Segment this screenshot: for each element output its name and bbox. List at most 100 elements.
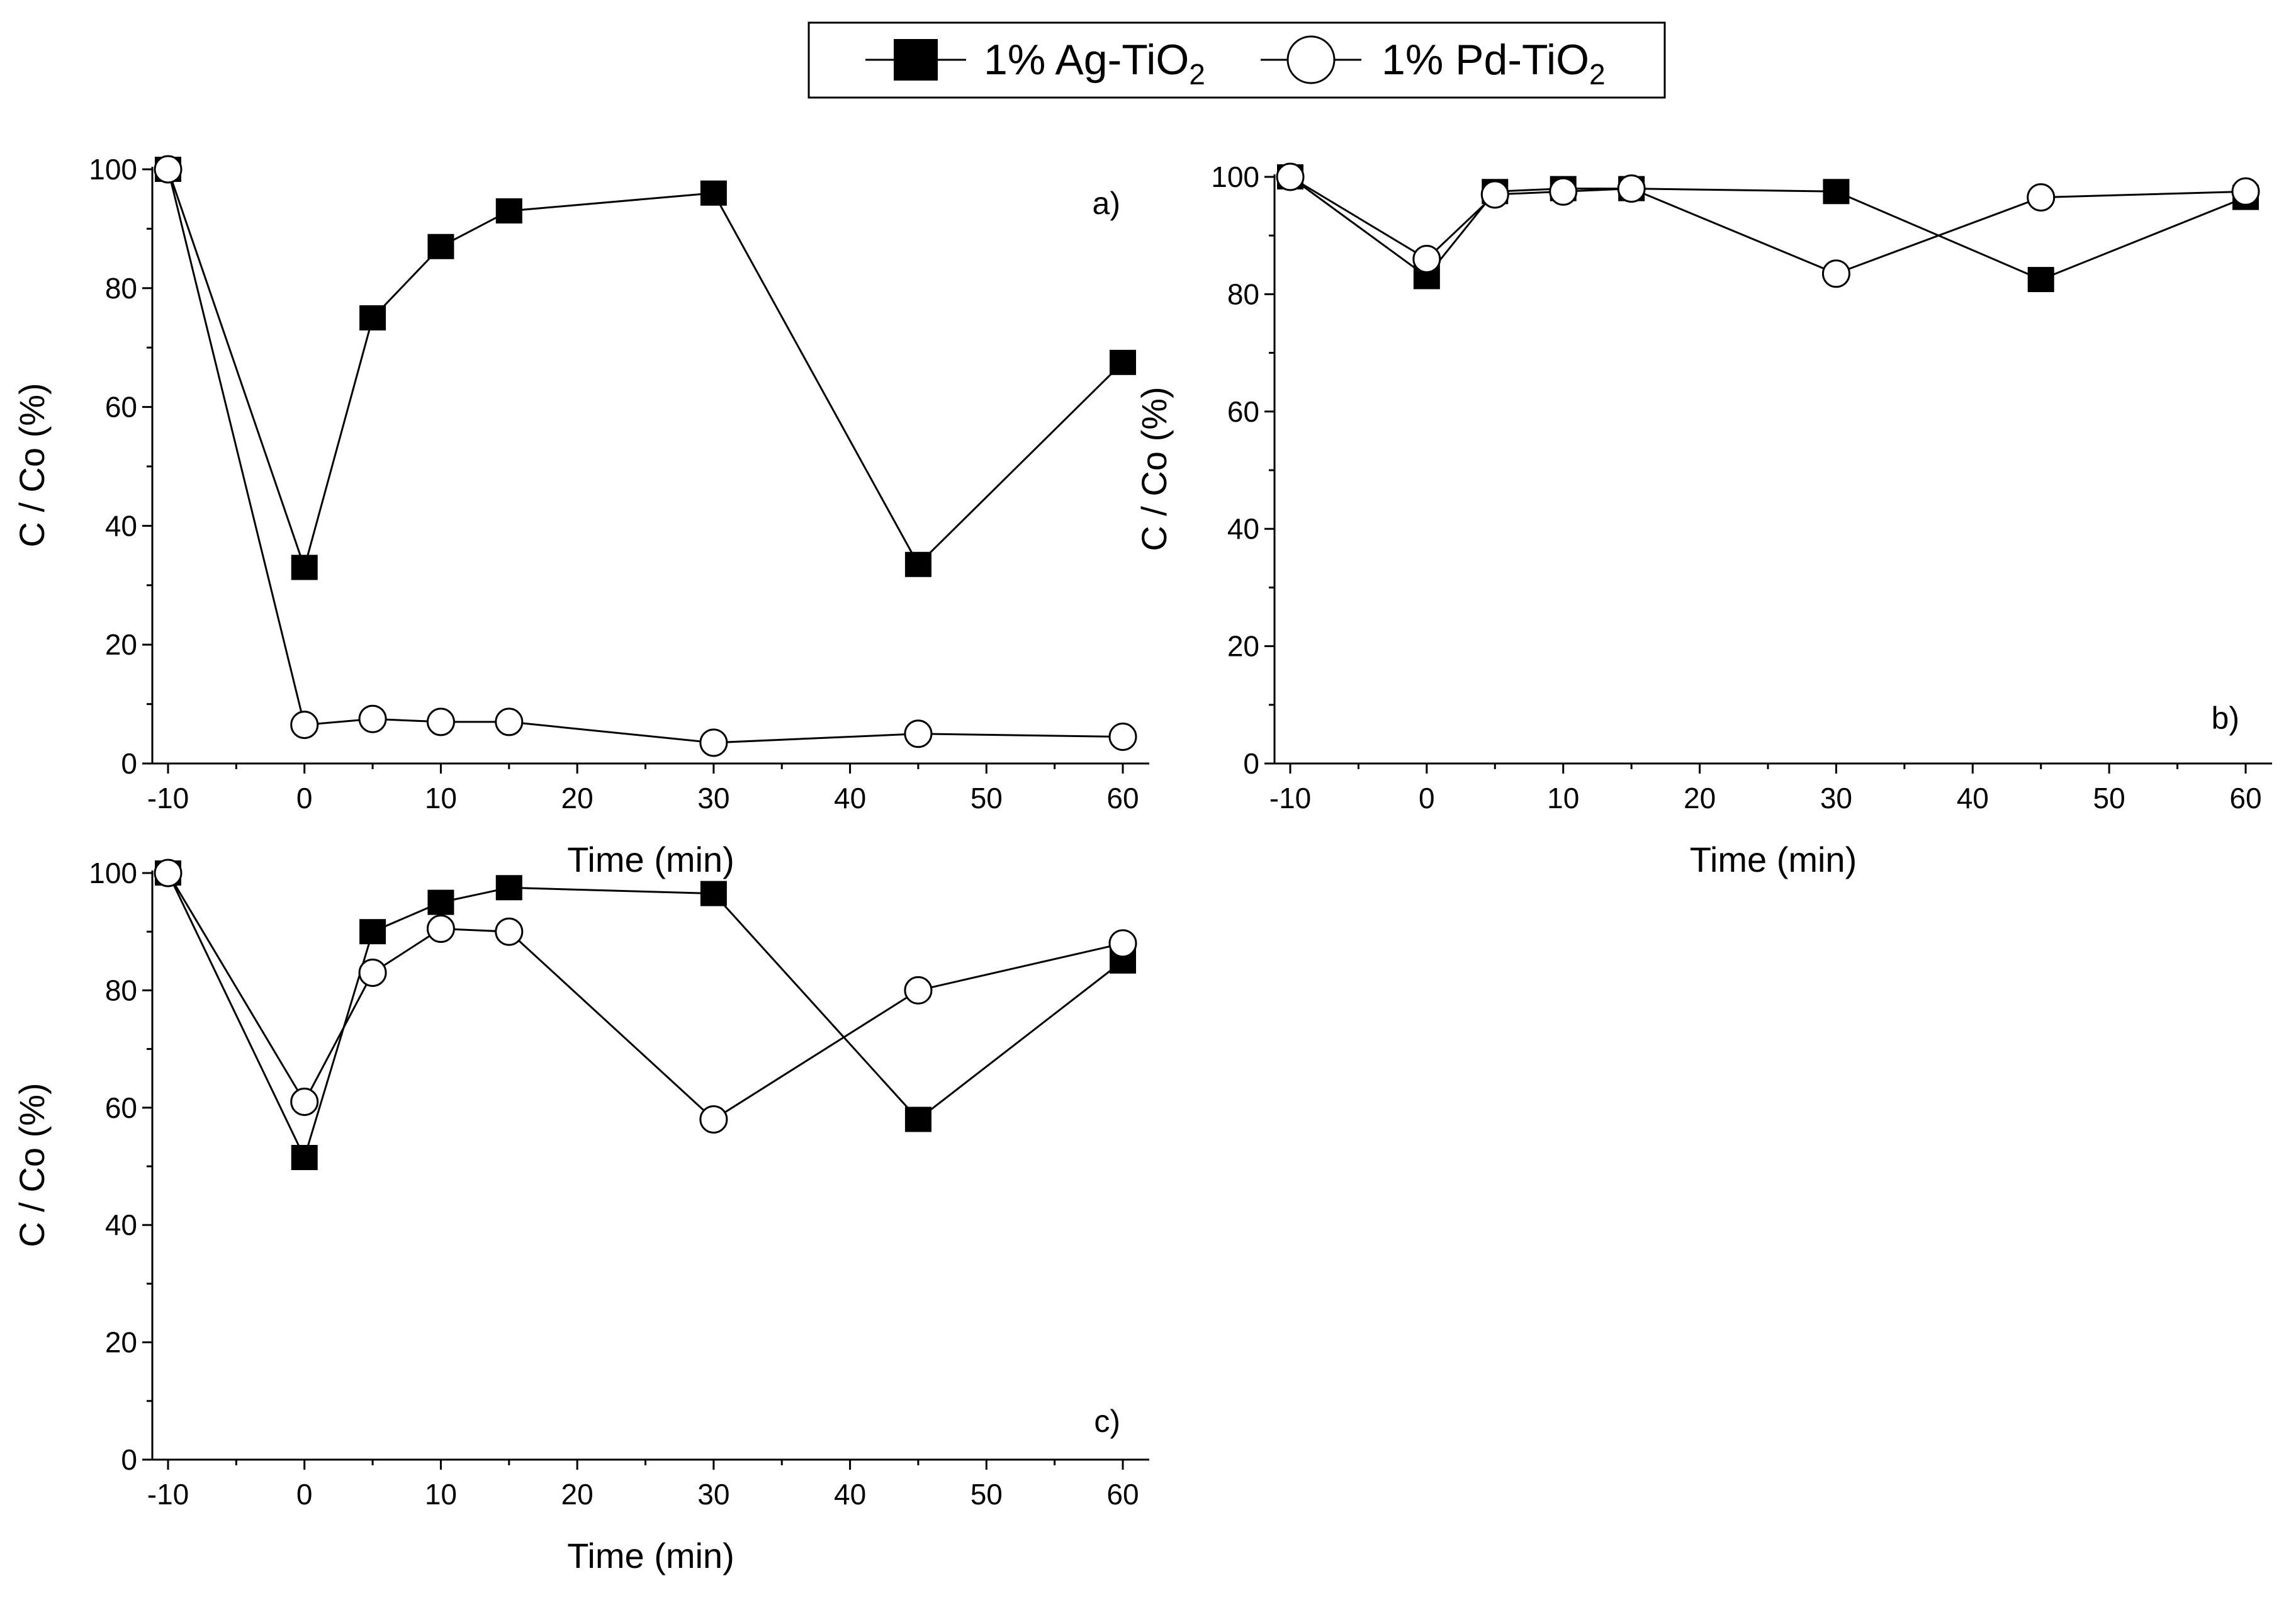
x-tick-label-a: -10	[147, 782, 189, 814]
x-tick-label-b: 60	[2229, 782, 2261, 814]
data-point-pd-b	[2231, 177, 2260, 206]
legend-pd-marker	[1286, 35, 1336, 84]
y-axis-title-c: C / Co (%)	[12, 1083, 52, 1247]
data-point-ag-c	[904, 1107, 931, 1132]
x-tick-label-c: 20	[561, 1478, 594, 1511]
data-point-pd-c	[495, 917, 524, 946]
data-point-ag-a	[427, 234, 454, 259]
data-point-pd-b	[1412, 244, 1441, 273]
data-point-pd-a	[154, 155, 183, 184]
y-tick-label-a: 60	[105, 391, 137, 424]
data-point-pd-a	[290, 711, 319, 740]
chart-panel-a: -10 0 10 20 30 40 50 60 0 20 40 60 80 100 Time (min) C …	[12, 153, 1149, 879]
data-point-pd-b	[1617, 174, 1646, 203]
y-tick-label-c: 60	[105, 1091, 137, 1124]
x-tick-label-b: 50	[2093, 782, 2125, 814]
y-tick-label-b: 80	[1227, 278, 1259, 310]
y-tick-label-b: 40	[1227, 512, 1259, 545]
y-axis-title-b: C / Co (%)	[1134, 386, 1174, 551]
y-tick-label-a: 80	[105, 272, 137, 305]
data-point-ag-a	[904, 551, 931, 577]
series-line-pd-b	[1290, 176, 2246, 275]
x-tick-label-a: 40	[834, 782, 866, 814]
x-tick-label-c: 60	[1106, 1478, 1139, 1511]
x-tick-label-b: 30	[1820, 782, 1852, 814]
panel-label-b: b)	[2212, 701, 2239, 736]
x-axis-title-a: Time (min)	[567, 840, 734, 879]
x-tick-label-b: 20	[1684, 782, 1716, 814]
legend-entry-ag: 1% Ag-TiO2	[865, 36, 1205, 91]
x-tick-label-c: 50	[971, 1478, 1003, 1511]
y-tick-label-c: 0	[121, 1443, 137, 1476]
data-point-ag-c	[495, 875, 522, 901]
data-point-pd-a	[358, 704, 387, 733]
y-tick-label-b: 0	[1243, 747, 1259, 780]
data-point-pd-c	[904, 976, 933, 1005]
data-point-pd-a	[904, 719, 933, 748]
data-point-pd-b	[1549, 177, 1578, 206]
y-tick-label-c: 20	[105, 1326, 137, 1359]
data-point-pd-a	[495, 707, 524, 736]
legend-pd-label: 1% Pd-TiO2	[1382, 36, 1606, 91]
data-point-ag-c	[427, 889, 454, 915]
x-tick-label-a: 30	[697, 782, 729, 814]
data-point-pd-b	[2027, 183, 2056, 212]
legend: 1% Ag-TiO2 1% Pd-TiO2	[808, 21, 1666, 99]
data-point-pd-c	[290, 1087, 319, 1116]
data-point-pd-b	[1480, 180, 1509, 209]
y-tick-label-b: 60	[1227, 395, 1259, 428]
x-tick-label-c: 0	[296, 1478, 313, 1511]
x-axis-title-b: Time (min)	[1690, 840, 1857, 879]
legend-entry-pd: 1% Pd-TiO2	[1261, 35, 1606, 91]
y-tick-label-a: 40	[105, 509, 137, 542]
data-point-ag-b	[1823, 179, 1850, 205]
panel-label-a: a)	[1093, 186, 1120, 221]
series-line-ag-a	[167, 169, 1124, 571]
data-point-ag-c	[700, 881, 727, 906]
x-tick-label-a: 20	[561, 782, 594, 814]
data-point-pd-c	[358, 958, 387, 987]
data-point-ag-a	[1110, 349, 1136, 375]
data-point-ag-a	[291, 555, 318, 580]
x-tick-label-a: 60	[1106, 782, 1139, 814]
data-point-pd-c	[426, 915, 455, 944]
x-tick-label-c: 10	[425, 1478, 457, 1511]
x-tick-label-c: 40	[834, 1478, 866, 1511]
y-tick-label-a: 20	[105, 628, 137, 661]
data-point-ag-b	[2027, 267, 2054, 293]
data-point-ag-a	[700, 180, 727, 206]
y-tick-label-c: 40	[105, 1208, 137, 1241]
series-line-pd-c	[167, 872, 1123, 1121]
y-tick-label-c: 100	[89, 857, 137, 889]
data-point-ag-a	[495, 198, 522, 224]
series-line-ag-c	[167, 872, 1123, 1161]
data-point-pd-a	[699, 728, 728, 757]
x-tick-label-b: 40	[1957, 782, 1989, 814]
legend-ag-marker	[894, 39, 938, 81]
data-point-pd-c	[699, 1105, 728, 1134]
legend-ag-label: 1% Ag-TiO2	[984, 36, 1205, 91]
x-tick-label-a: 10	[425, 782, 457, 814]
chart-panel-c: -10 0 10 20 30 40 50 60 0 20 40 60 80 100 Time (min) C …	[12, 857, 1149, 1575]
y-axis-title-a: C / Co (%)	[12, 383, 52, 547]
data-point-ag-c	[359, 919, 386, 945]
y-tick-label-a: 0	[121, 747, 137, 780]
y-tick-label-b: 100	[1211, 161, 1259, 193]
x-tick-label-b: 10	[1547, 782, 1579, 814]
data-point-pd-a	[426, 707, 455, 736]
data-point-pd-a	[1108, 723, 1137, 752]
data-point-pd-b	[1821, 259, 1850, 288]
y-tick-label-c: 80	[105, 974, 137, 1006]
chart-panel-b: -10 0 10 20 30 40 50 60 0 20 40 60 80 100 Time (min) C …	[1134, 161, 2272, 879]
data-point-pd-b	[1276, 162, 1305, 191]
data-point-ag-c	[291, 1145, 318, 1171]
y-tick-label-b: 20	[1227, 630, 1259, 663]
panel-label-c: c)	[1094, 1404, 1120, 1439]
x-tick-label-b: 0	[1419, 782, 1435, 814]
x-tick-label-a: 50	[971, 782, 1003, 814]
data-point-ag-a	[359, 305, 386, 330]
x-tick-label-b: -10	[1269, 782, 1311, 814]
y-tick-label-a: 100	[89, 153, 137, 186]
x-axis-title-c: Time (min)	[567, 1536, 734, 1575]
